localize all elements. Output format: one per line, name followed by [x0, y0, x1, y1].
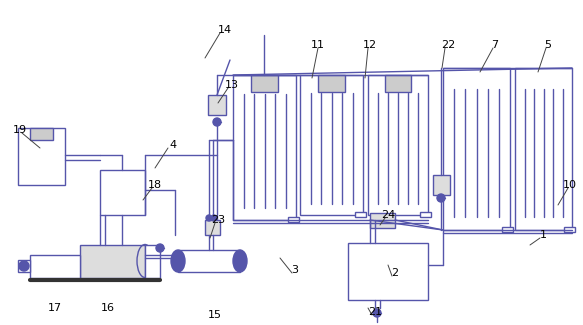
Bar — [318, 75, 345, 92]
Text: 16: 16 — [101, 303, 115, 313]
Bar — [564, 227, 575, 231]
Bar — [385, 75, 410, 92]
Circle shape — [437, 194, 445, 202]
Bar — [208, 95, 226, 115]
Bar — [205, 220, 220, 235]
Bar — [368, 75, 428, 215]
Text: 14: 14 — [218, 25, 232, 35]
Bar — [433, 175, 450, 195]
Text: 22: 22 — [441, 40, 455, 50]
Bar — [251, 75, 278, 92]
Bar — [18, 128, 65, 185]
Text: 1: 1 — [539, 230, 546, 240]
Bar — [502, 227, 513, 231]
Bar — [355, 212, 366, 216]
Circle shape — [213, 118, 221, 126]
Bar — [30, 255, 80, 278]
Circle shape — [206, 215, 212, 221]
Text: 12: 12 — [363, 40, 377, 50]
Text: 24: 24 — [381, 210, 395, 220]
Circle shape — [19, 261, 29, 271]
Bar — [348, 243, 428, 300]
Text: 15: 15 — [208, 310, 222, 320]
Text: 17: 17 — [48, 303, 62, 313]
Bar — [420, 212, 431, 216]
Text: 10: 10 — [563, 180, 577, 190]
Circle shape — [373, 309, 381, 317]
Bar — [30, 128, 53, 140]
Bar — [80, 245, 145, 278]
Text: 4: 4 — [170, 140, 177, 150]
Text: 18: 18 — [148, 180, 162, 190]
Text: 3: 3 — [292, 265, 298, 275]
Ellipse shape — [233, 250, 247, 272]
Text: 7: 7 — [491, 40, 498, 50]
Text: 5: 5 — [545, 40, 552, 50]
Bar — [288, 216, 299, 222]
Text: 21: 21 — [368, 307, 382, 317]
Bar — [145, 245, 160, 278]
Bar — [233, 75, 296, 220]
Bar — [178, 250, 240, 272]
Bar — [515, 68, 572, 230]
Bar — [18, 260, 30, 272]
Bar — [100, 170, 145, 215]
Text: 19: 19 — [13, 125, 27, 135]
Circle shape — [211, 215, 217, 221]
Bar — [443, 68, 510, 230]
Text: 23: 23 — [211, 215, 225, 225]
Bar — [370, 213, 395, 228]
Ellipse shape — [171, 250, 185, 272]
Text: 13: 13 — [225, 80, 239, 90]
Circle shape — [156, 244, 164, 252]
Bar — [300, 75, 363, 215]
Text: 2: 2 — [391, 268, 399, 278]
Text: 11: 11 — [311, 40, 325, 50]
